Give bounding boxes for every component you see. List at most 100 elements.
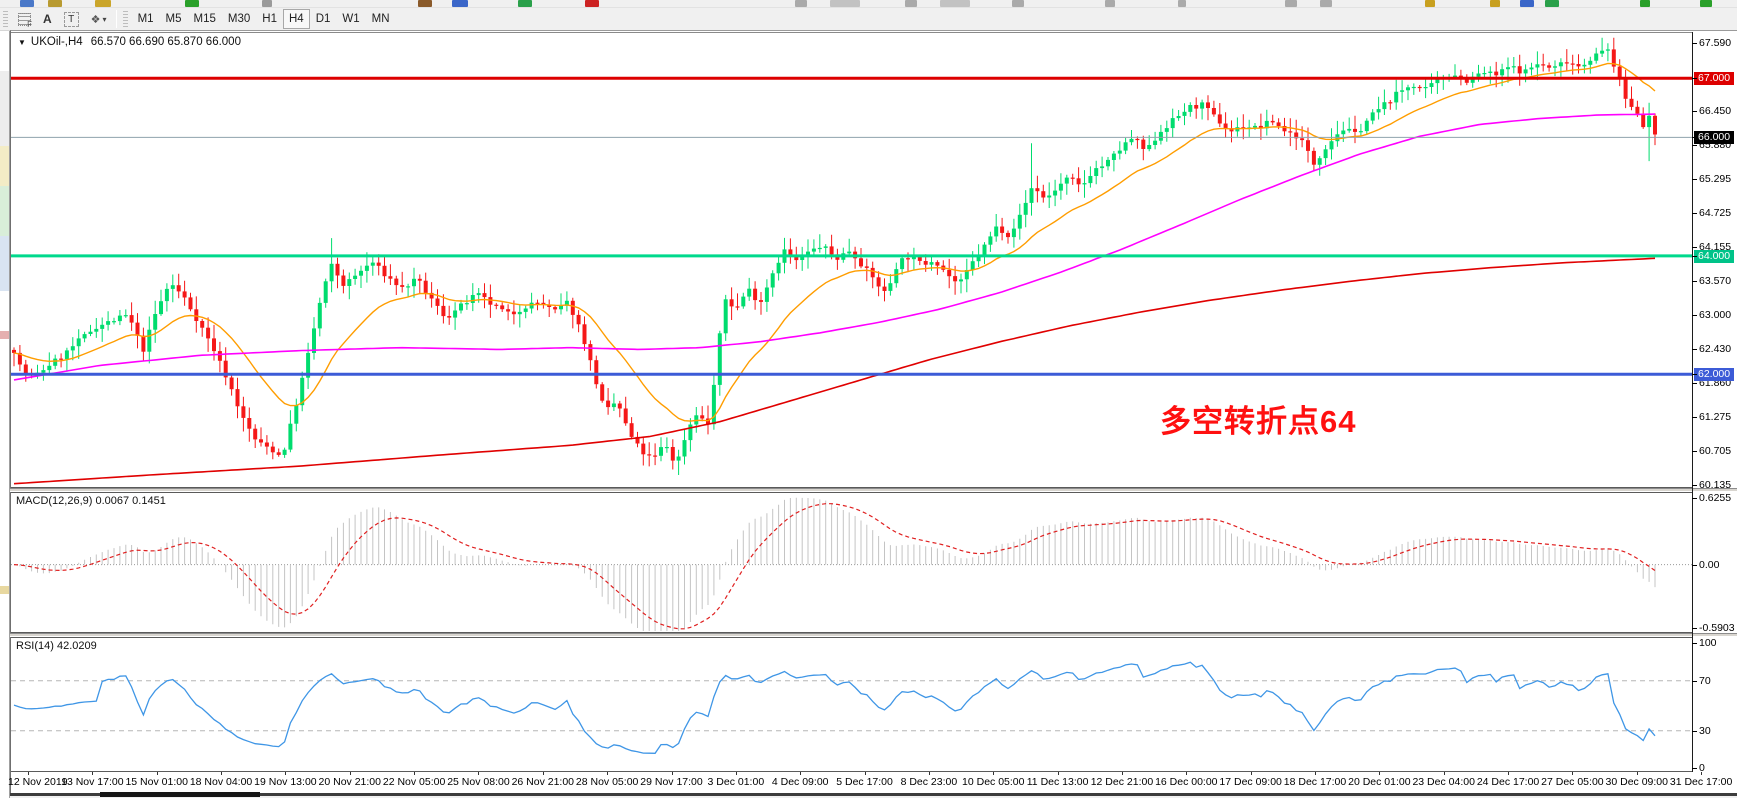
axis-tick (1692, 382, 1697, 384)
timeframe-grip[interactable] (122, 11, 128, 27)
timeframe-H4-button[interactable]: H4 (282, 9, 310, 29)
timeframe-M5-button[interactable]: M5 (165, 13, 182, 25)
date-label: 15 Nov 01:00 (125, 776, 188, 788)
text-label-tool[interactable]: T (58, 9, 85, 29)
toolbar-icon-fragment (262, 0, 272, 7)
date-tick (414, 772, 416, 775)
date-tick (993, 772, 995, 775)
toolbar-icon-fragment (1285, 0, 1297, 7)
toolbar-icon-fragment (518, 0, 532, 7)
toolbar-icon-fragment (585, 0, 599, 7)
window-bottom-frame (10, 793, 1737, 796)
date-tick (671, 772, 673, 775)
rsi-indicator-panel[interactable] (11, 637, 1693, 772)
toolbar-icon-fragment (20, 0, 34, 7)
chevron-down-icon: ▾ (102, 14, 107, 24)
date-label: 13 Nov 17:00 (61, 776, 124, 788)
axis-tick (1692, 137, 1697, 139)
price-line-label: 64.000 (1694, 249, 1735, 263)
shapes-tool[interactable]: ❖ ▾ (85, 9, 113, 29)
timeframe-H1-button[interactable]: H1 (262, 13, 277, 25)
rsi-tick-label: 100 (1699, 637, 1717, 650)
left-panel-edge (0, 31, 10, 798)
toolbar-icon-fragment (905, 0, 917, 7)
date-label: 5 Dec 17:00 (836, 776, 893, 788)
letter-a-icon: A (43, 12, 52, 26)
axis-tick (1692, 110, 1697, 112)
date-label: 10 Dec 05:00 (962, 776, 1025, 788)
date-tick (1508, 772, 1510, 775)
toolbar-icon-fragment (185, 0, 199, 7)
timeframe-M30-button[interactable]: M30 (227, 13, 251, 25)
price-tick-label: 64.155 (1699, 240, 1732, 253)
date-label: 22 Nov 05:00 (382, 776, 446, 788)
axis-tick (1692, 179, 1697, 181)
date-label: 23 Dec 04:00 (1412, 776, 1475, 788)
date-tick (285, 772, 287, 775)
date-label: 25 Nov 08:00 (447, 776, 510, 788)
date-tick (1379, 772, 1381, 775)
toolbar-icon-fragment (1545, 0, 1559, 7)
shapes-icon: ❖ (90, 13, 101, 26)
axis-tick (1692, 627, 1697, 629)
toolbar-icon-fragment (1105, 0, 1115, 7)
text-a-tool[interactable]: A (37, 9, 58, 29)
axis-tick (1692, 374, 1697, 376)
toolbar-icon-fragment (95, 0, 111, 7)
date-label: 29 Nov 17:00 (640, 776, 703, 788)
axis-tick (1692, 680, 1697, 682)
toolbar-icon-fragment (795, 0, 807, 7)
date-tick (92, 772, 94, 775)
toolbar-icon-fragment (940, 0, 970, 7)
axis-tick (1692, 768, 1697, 770)
hidden-panel-band (0, 186, 9, 236)
price-tick-label: 63.000 (1699, 309, 1732, 322)
price-tick-label: 64.725 (1699, 206, 1732, 219)
macd-indicator-panel[interactable] (11, 492, 1693, 633)
price-tick-label: 63.570 (1699, 275, 1732, 288)
toolbar-icon-fragment (1700, 0, 1712, 7)
axis-tick (1692, 315, 1697, 317)
price-line-label: 67.000 (1694, 72, 1735, 86)
chart-dropdown-icon[interactable]: ▼ (18, 38, 26, 47)
date-label: 28 Nov 05:00 (575, 776, 639, 788)
main-price-chart[interactable] (11, 32, 1693, 488)
timeframe-M1-button[interactable]: M1 (137, 13, 154, 25)
date-label: 18 Nov 04:00 (189, 776, 253, 788)
axis-tick (1692, 43, 1697, 45)
timeframe-W1-button[interactable]: W1 (342, 13, 360, 25)
timeframe-group: M1 M5 M15 M30 H1 H4 D1 W1 MN (132, 9, 396, 29)
date-tick (1186, 772, 1188, 775)
axis-tick (1692, 212, 1697, 214)
date-tick (1572, 772, 1574, 775)
date-tick (800, 772, 802, 775)
grid-icon: F (18, 12, 32, 29)
ohlc-values: 66.570 66.690 65.870 66.000 (90, 36, 241, 48)
axis-tick (1692, 348, 1697, 350)
timeframe-D1-button[interactable]: D1 (315, 13, 331, 25)
date-tick (1701, 772, 1703, 775)
macd-label: MACD(12,26,9) 0.0067 0.1451 (16, 495, 166, 507)
timeframe-M15-button[interactable]: M15 (193, 13, 216, 25)
price-tick-label: 67.590 (1699, 37, 1732, 50)
timeframe-MN-button[interactable]: MN (371, 13, 390, 25)
panel-separator[interactable] (10, 633, 1737, 637)
chart-text-annotation[interactable]: 多空转折点64 (1160, 404, 1357, 439)
toolbar-grip[interactable] (3, 11, 8, 27)
toolbar-icon-fragment (1640, 0, 1650, 7)
toolbar-icon-fragment (1178, 0, 1186, 7)
grid-period-icon[interactable]: F (12, 9, 37, 29)
toolbar-icon-fragment (452, 0, 468, 7)
date-label: 8 Dec 23:00 (900, 776, 958, 788)
date-label: 12 Dec 21:00 (1090, 776, 1154, 788)
axis-tick (1692, 144, 1697, 146)
date-tick (1443, 772, 1445, 775)
rsi-tick-label: 0 (1699, 762, 1705, 775)
axis-tick (1692, 730, 1697, 732)
date-tick (478, 772, 480, 775)
date-label: 18 Dec 17:00 (1283, 776, 1347, 788)
letter-t-icon: T (63, 11, 79, 27)
panel-separator[interactable] (10, 488, 1737, 492)
toolbar-icon-fragment (1012, 0, 1024, 7)
